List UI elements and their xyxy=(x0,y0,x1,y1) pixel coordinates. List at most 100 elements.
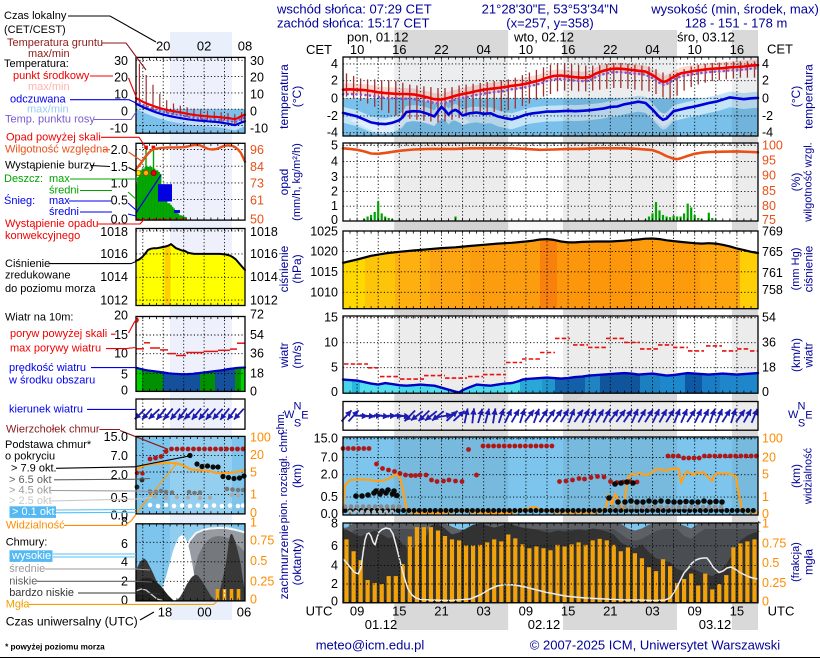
svg-text:1: 1 xyxy=(250,488,257,502)
svg-text:max/min: max/min xyxy=(27,104,69,116)
svg-text:© 2007-2025 ICM, Uniwersytet W: © 2007-2025 ICM, Uniwersytet Warszawski xyxy=(530,638,781,653)
svg-text:0: 0 xyxy=(250,105,257,119)
svg-text:Temperatura gruntu: Temperatura gruntu xyxy=(7,37,103,49)
svg-text:0.5: 0.5 xyxy=(321,490,338,504)
svg-text:max: max xyxy=(49,195,70,207)
svg-text:1012: 1012 xyxy=(100,294,128,308)
svg-text:4: 4 xyxy=(762,57,769,71)
svg-text:chm.: chm. xyxy=(275,411,287,435)
svg-text:temperatura: temperatura xyxy=(802,64,816,129)
svg-text:2: 2 xyxy=(331,184,338,198)
svg-text:1: 1 xyxy=(250,516,257,530)
svg-text:Temp. punktu rosy: Temp. punktu rosy xyxy=(5,114,95,126)
svg-text:18: 18 xyxy=(762,361,776,375)
svg-text:02.12: 02.12 xyxy=(528,617,561,632)
svg-text:128 - 151 - 178 m: 128 - 151 - 178 m xyxy=(685,16,788,31)
svg-text:(km/h): (km/h) xyxy=(789,338,803,372)
svg-text:20: 20 xyxy=(114,71,128,85)
svg-text:75: 75 xyxy=(762,213,776,227)
svg-text:21°28'30"E, 53°53'34"N: 21°28'30"E, 53°53'34"N xyxy=(482,2,619,17)
svg-text:5: 5 xyxy=(250,466,257,480)
svg-text:-2: -2 xyxy=(762,109,773,123)
svg-text:(°C): (°C) xyxy=(789,86,803,107)
svg-text:1018: 1018 xyxy=(250,225,278,239)
svg-text:opad: opad xyxy=(277,169,291,196)
svg-text:(°C): (°C) xyxy=(290,86,304,107)
svg-text:54: 54 xyxy=(250,328,264,342)
svg-text:09: 09 xyxy=(350,604,364,619)
svg-text:0: 0 xyxy=(121,384,128,398)
svg-text:100: 100 xyxy=(250,431,271,445)
svg-text:758: 758 xyxy=(762,283,783,297)
svg-text:3: 3 xyxy=(331,170,338,184)
svg-text:(oktanty): (oktanty) xyxy=(290,539,304,586)
svg-text:Czas lokalny: Czas lokalny xyxy=(4,10,67,22)
svg-text:-4: -4 xyxy=(762,126,773,140)
svg-text:72: 72 xyxy=(250,308,264,322)
svg-text:Podstawa chmur*: Podstawa chmur* xyxy=(5,439,92,451)
svg-text:1: 1 xyxy=(762,517,769,531)
svg-text:0.5: 0.5 xyxy=(762,556,779,570)
svg-text:03.12: 03.12 xyxy=(699,617,732,632)
svg-text:16: 16 xyxy=(392,42,406,57)
svg-text:0: 0 xyxy=(331,213,338,227)
svg-text:2.0: 2.0 xyxy=(111,143,128,157)
svg-text:2.0: 2.0 xyxy=(321,468,338,482)
svg-text:bardzo niskie: bardzo niskie xyxy=(9,587,74,599)
svg-text:CET: CET xyxy=(767,42,793,57)
svg-text:95: 95 xyxy=(762,154,776,168)
svg-text:E: E xyxy=(301,409,308,421)
svg-text:max/min: max/min xyxy=(28,48,70,60)
svg-text:-2: -2 xyxy=(327,109,338,123)
svg-text:S: S xyxy=(798,418,805,430)
svg-text:> 6.5 okt: > 6.5 okt xyxy=(9,474,52,486)
svg-text:widzialność: widzialność xyxy=(803,447,815,505)
svg-text:7.0: 7.0 xyxy=(111,449,128,463)
svg-text:36: 36 xyxy=(250,347,264,361)
svg-text:16: 16 xyxy=(730,42,744,57)
svg-text:30: 30 xyxy=(250,54,264,68)
svg-text:1016: 1016 xyxy=(250,247,278,261)
svg-text:4: 4 xyxy=(331,558,338,572)
svg-text:0.25: 0.25 xyxy=(250,575,274,589)
svg-text:(mm/h, kg/m²/h): (mm/h, kg/m²/h) xyxy=(291,143,303,221)
svg-text:18: 18 xyxy=(250,367,264,381)
svg-text:-10: -10 xyxy=(110,122,128,136)
svg-text:pon, 01.12: pon, 01.12 xyxy=(347,30,408,45)
svg-text:4: 4 xyxy=(121,555,128,569)
svg-text:Śnieg:: Śnieg: xyxy=(4,194,35,207)
svg-text:2: 2 xyxy=(331,74,338,88)
svg-text:> 2.5 okt: > 2.5 okt xyxy=(9,495,52,507)
svg-text:5: 5 xyxy=(762,468,769,482)
svg-text:max: max xyxy=(49,173,70,185)
svg-text:> 4.5 okt: > 4.5 okt xyxy=(9,485,52,497)
svg-text:1016: 1016 xyxy=(100,247,128,261)
svg-text:0: 0 xyxy=(250,593,257,607)
svg-text:Wierzchołek chmur: Wierzchołek chmur xyxy=(6,424,100,436)
svg-text:W: W xyxy=(284,409,295,421)
svg-text:ciśnienie: ciśnienie xyxy=(802,245,816,292)
svg-text:15.0: 15.0 xyxy=(314,432,338,446)
svg-text:20: 20 xyxy=(250,71,264,85)
svg-text:UTC: UTC xyxy=(768,604,795,619)
svg-text:meteo@icm.edu.pl: meteo@icm.edu.pl xyxy=(316,638,425,653)
svg-text:09: 09 xyxy=(687,604,701,619)
svg-text:do poziomu morza: do poziomu morza xyxy=(5,283,96,295)
svg-text:konwekcyjnego: konwekcyjnego xyxy=(5,230,80,242)
svg-text:S: S xyxy=(294,418,301,430)
svg-text:1015: 1015 xyxy=(310,265,338,279)
svg-text:96: 96 xyxy=(250,143,264,157)
svg-text:4: 4 xyxy=(331,57,338,71)
svg-text:0.5: 0.5 xyxy=(111,491,128,505)
svg-text:średni: średni xyxy=(49,206,79,218)
svg-text:0.5: 0.5 xyxy=(111,194,128,208)
svg-text:1: 1 xyxy=(331,199,338,213)
svg-text:0: 0 xyxy=(331,595,338,609)
svg-text:1.0: 1.0 xyxy=(111,177,128,191)
svg-text:temperatura: temperatura xyxy=(277,64,291,129)
svg-text:36: 36 xyxy=(762,336,776,350)
svg-text:1012: 1012 xyxy=(250,294,278,308)
svg-text:odczuwana: odczuwana xyxy=(10,94,67,106)
svg-text:UTC: UTC xyxy=(306,604,333,619)
svg-text:średnie: średnie xyxy=(9,563,45,575)
